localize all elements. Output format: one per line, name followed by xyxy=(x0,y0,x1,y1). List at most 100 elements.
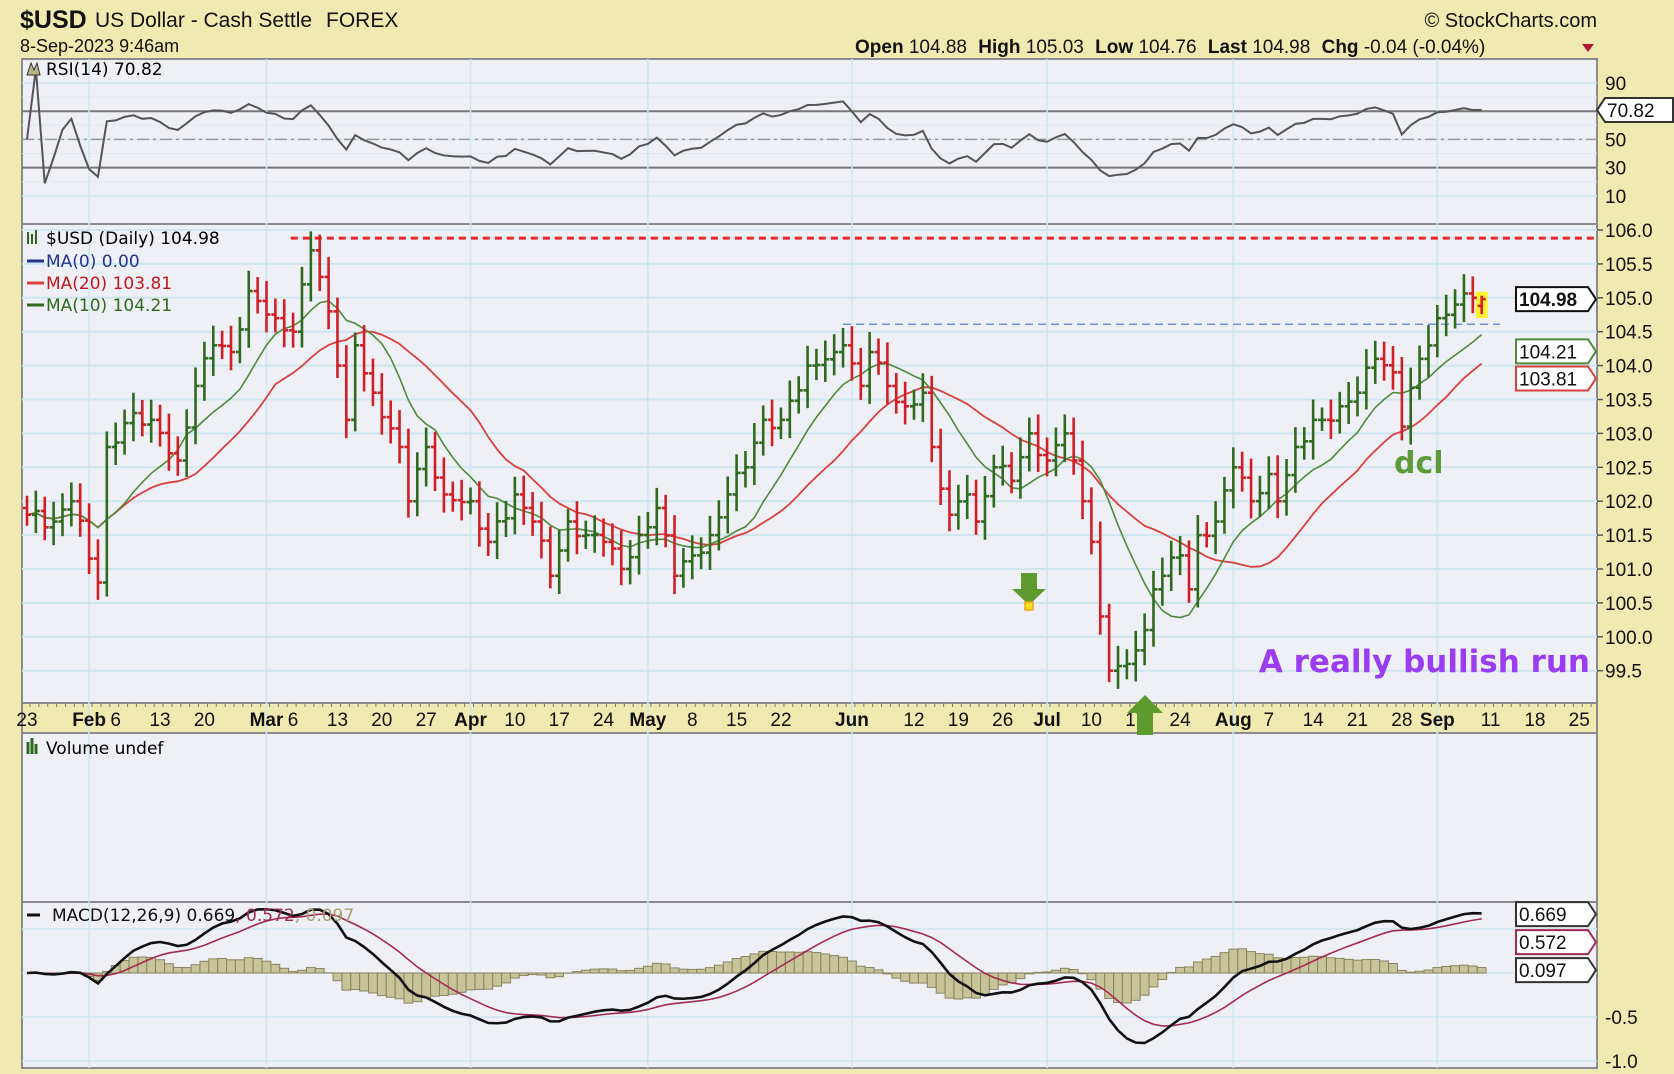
price-bar xyxy=(147,399,156,443)
price-bar xyxy=(954,484,963,530)
price-bar xyxy=(608,523,617,566)
date-tick-label: 21 xyxy=(1347,710,1368,731)
price-bar xyxy=(227,325,236,371)
ma10-value-box: 104.21 xyxy=(1515,338,1598,365)
price-tick-label: 102.0 xyxy=(1605,492,1653,513)
rsi-value-box: 70.82 xyxy=(1595,97,1674,124)
price-bar xyxy=(812,348,821,381)
instrument-name: US Dollar - Cash Settle xyxy=(95,9,312,32)
price-tick-label: 103.5 xyxy=(1605,391,1653,412)
price-bar xyxy=(901,381,910,425)
date-tick-label: 19 xyxy=(948,710,969,731)
macd-histogram-bar xyxy=(1139,972,1150,996)
macd-histogram-bar xyxy=(1476,967,1487,974)
rsi-legend: RSI(14) 70.82 xyxy=(46,60,163,80)
price-bar xyxy=(972,479,981,535)
price-bar xyxy=(1344,381,1353,425)
price-bar xyxy=(617,530,626,586)
macd-histogram-bar xyxy=(1343,958,1354,974)
macd-histogram-bar xyxy=(580,969,591,974)
price-bar xyxy=(102,431,111,597)
price-bar xyxy=(1229,447,1238,509)
macd-histogram-bar xyxy=(802,951,813,974)
macd-histogram-bar xyxy=(341,972,352,991)
macd-histogram-bar xyxy=(634,967,644,974)
last-label: Last xyxy=(1208,37,1248,58)
macd-histogram-bar xyxy=(829,955,840,974)
price-bar xyxy=(750,423,759,486)
price-bar xyxy=(1220,476,1229,534)
price-bar xyxy=(1255,475,1264,517)
price-bar xyxy=(253,277,262,314)
last-price-box: 104.98 xyxy=(1515,286,1598,313)
macd-histogram-bar xyxy=(314,968,325,974)
price-tick-label: 104.5 xyxy=(1605,323,1653,344)
price-bar xyxy=(1388,346,1397,390)
price-tick-label: 101.0 xyxy=(1605,560,1653,581)
price-bar xyxy=(1060,414,1069,463)
chg-label: Chg xyxy=(1322,37,1359,58)
price-bar xyxy=(980,475,989,540)
macd-histogram-bar xyxy=(1228,948,1239,974)
date-tick-label: 15 xyxy=(726,710,747,731)
price-bar xyxy=(1051,427,1060,477)
price-bar xyxy=(129,392,138,442)
date-tick-label: 23 xyxy=(16,710,37,731)
date-tick-label: 18 xyxy=(1524,710,1545,731)
price-bar xyxy=(572,501,581,555)
date-tick-label: 20 xyxy=(371,710,392,731)
arrow-down-icon xyxy=(1012,573,1046,611)
price-bar xyxy=(759,405,768,456)
price-bar xyxy=(493,502,502,560)
price-bar xyxy=(475,481,484,547)
macd-histogram-bar xyxy=(838,956,848,974)
macd-histogram-bar xyxy=(1432,967,1443,974)
macd-histogram-bar xyxy=(509,972,520,979)
macd-histogram-bar xyxy=(376,972,387,997)
volume-icon xyxy=(26,738,38,754)
price-bar xyxy=(218,330,227,360)
macd-legend-name: MACD(12,26,9) xyxy=(52,906,181,926)
price-bar xyxy=(289,312,298,348)
price-tick-label: 105.0 xyxy=(1605,289,1653,310)
last-price-box-text: 104.98 xyxy=(1519,290,1577,311)
macd-histogram-bar xyxy=(873,969,884,974)
price-bar xyxy=(164,413,173,471)
macd-histogram-bar xyxy=(1051,969,1061,974)
price-tick-label: 99.5 xyxy=(1605,662,1642,683)
price-bar xyxy=(85,503,94,575)
price-bar xyxy=(626,540,635,585)
macd-histogram-bar xyxy=(589,968,600,974)
price-bar xyxy=(555,530,564,595)
price-bar xyxy=(1087,487,1096,555)
price-bar xyxy=(342,345,351,439)
price-bar xyxy=(1043,437,1052,477)
price-bar xyxy=(732,454,741,512)
price-bar xyxy=(262,281,271,333)
macd-histogram-bar xyxy=(208,958,219,974)
price-bar xyxy=(271,298,280,333)
price-bar xyxy=(182,409,191,477)
ma10-line xyxy=(26,300,1483,619)
macd-histogram-bar xyxy=(279,967,290,974)
macd-histogram-bar xyxy=(1015,972,1026,980)
price-bar xyxy=(989,454,998,508)
macd-histogram-bar xyxy=(1459,964,1469,974)
price-bar xyxy=(856,347,865,400)
price-bar xyxy=(324,257,333,330)
date-tick-label: Jun xyxy=(835,710,869,731)
price-bar xyxy=(1353,376,1362,417)
macd-histogram-bar xyxy=(1175,966,1185,974)
macd-histogram-bar xyxy=(1201,958,1212,974)
date-tick-label: 24 xyxy=(1170,710,1192,731)
macd-histogram-bar xyxy=(1361,959,1372,974)
date-tick-label: 12 xyxy=(903,710,924,731)
price-bar xyxy=(457,479,466,521)
macd-histogram-bar xyxy=(980,972,990,996)
price-bar xyxy=(297,266,306,348)
macd-histogram-bar xyxy=(643,965,653,974)
price-bar xyxy=(794,376,803,414)
date-tick-label: 10 xyxy=(1081,710,1102,731)
bullish-run-annotation: A really bullish run xyxy=(1259,644,1590,680)
